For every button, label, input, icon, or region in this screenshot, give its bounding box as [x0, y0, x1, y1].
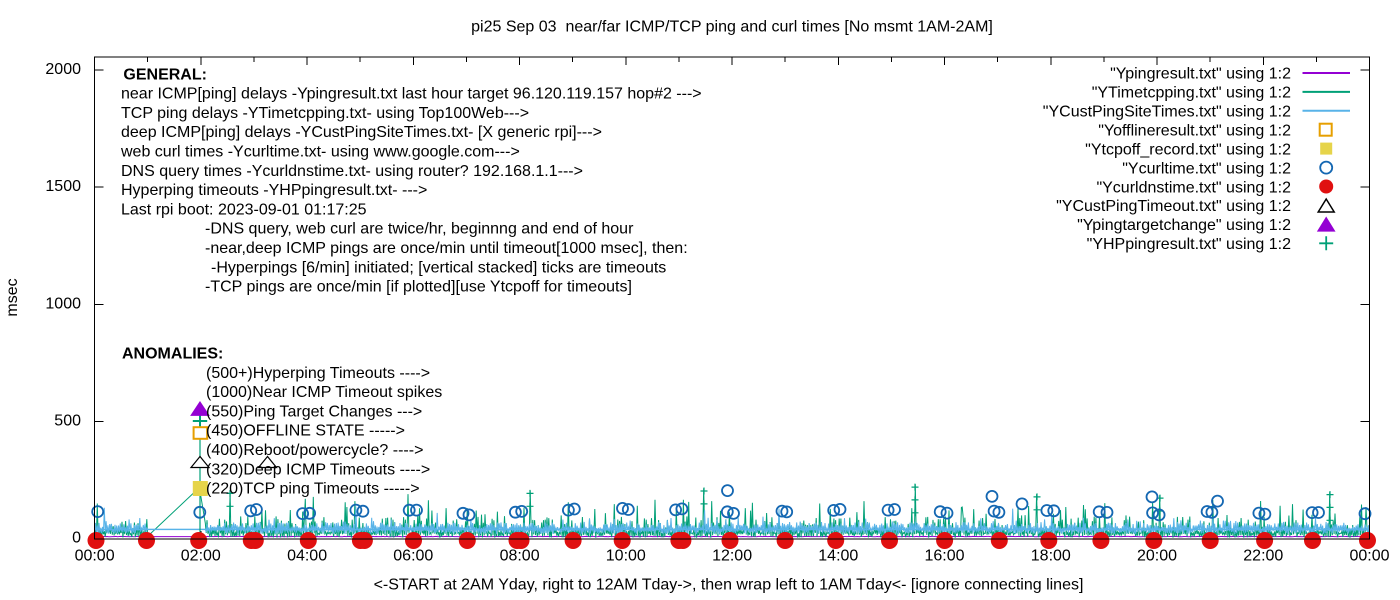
svg-text:500: 500 — [54, 413, 81, 430]
svg-text:"YCustPingSiteTimes.txt" using: "YCustPingSiteTimes.txt" using 1:2 — [1043, 104, 1291, 121]
svg-text:(400)Reboot/powercycle? ---->: (400)Reboot/powercycle? ----> — [206, 442, 423, 459]
svg-text:deep ICMP[ping] delays -YCustP: deep ICMP[ping] delays -YCustPingSiteTim… — [121, 124, 602, 141]
svg-text:14:00: 14:00 — [818, 548, 858, 565]
svg-text:Hyperping timeouts -YHPpingres: Hyperping timeouts -YHPpingresult.txt- -… — [121, 182, 427, 199]
svg-text:"Ytcpoff_record.txt" using 1:2: "Ytcpoff_record.txt" using 1:2 — [1085, 141, 1291, 158]
svg-text:1500: 1500 — [45, 178, 81, 195]
svg-text:10:00: 10:00 — [606, 548, 646, 565]
svg-text:web curl times -Ycurltime.txt-: web curl times -Ycurltime.txt- using www… — [120, 144, 520, 161]
svg-text:(450)OFFLINE STATE ----->: (450)OFFLINE STATE -----> — [206, 423, 405, 440]
svg-text:"YTimetcpping.txt" using 1:2: "YTimetcpping.txt" using 1:2 — [1092, 85, 1291, 102]
svg-text:00:00: 00:00 — [1349, 548, 1389, 565]
svg-text:"Ycurltime.txt" using 1:2: "Ycurltime.txt" using 1:2 — [1122, 160, 1291, 177]
svg-text:18:00: 18:00 — [1031, 548, 1071, 565]
svg-text:"YCustPingTimeout.txt" using 1: "YCustPingTimeout.txt" using 1:2 — [1056, 198, 1291, 215]
svg-text:(550)Ping Target Changes --->: (550)Ping Target Changes ---> — [206, 403, 422, 420]
svg-text:GENERAL:: GENERAL: — [123, 66, 207, 83]
svg-text:DNS query times -Ycurldnstime.: DNS query times -Ycurldnstime.txt- using… — [121, 163, 583, 180]
svg-text:-near,deep ICMP pings are once: -near,deep ICMP pings are once/min until… — [205, 240, 688, 257]
svg-text:"YHPpingresult.txt" using 1:2: "YHPpingresult.txt" using 1:2 — [1087, 236, 1291, 253]
svg-text:Last rpi boot: 2023-09-01 01:1: Last rpi boot: 2023-09-01 01:17:25 — [121, 201, 367, 218]
svg-text:-TCP pings are once/min [if pl: -TCP pings are once/min [if plotted][use… — [205, 279, 632, 296]
svg-text:0: 0 — [72, 530, 81, 547]
svg-text:(500+)Hyperping Timeouts ---->: (500+)Hyperping Timeouts ----> — [206, 365, 430, 382]
svg-text:06:00: 06:00 — [393, 548, 433, 565]
svg-text:12:00: 12:00 — [712, 548, 752, 565]
svg-text:(220)TCP ping Timeouts ----->: (220)TCP ping Timeouts -----> — [206, 481, 420, 498]
svg-text:22:00: 22:00 — [1243, 548, 1283, 565]
svg-text:02:00: 02:00 — [181, 548, 221, 565]
svg-text:near ICMP[ping] delays -Ypingr: near ICMP[ping] delays -Ypingresult.txt … — [121, 86, 702, 103]
svg-text:"Ycurldnstime.txt" using 1:2: "Ycurldnstime.txt" using 1:2 — [1096, 179, 1291, 196]
svg-text:TCP ping delays -YTimetcpping.: TCP ping delays -YTimetcpping.txt- using… — [121, 105, 529, 122]
svg-text:"Ypingtargetchange" using 1:2: "Ypingtargetchange" using 1:2 — [1077, 217, 1291, 234]
svg-text:00:00: 00:00 — [75, 548, 115, 565]
svg-text:2000: 2000 — [45, 61, 81, 78]
svg-text:msec: msec — [4, 278, 21, 316]
svg-text:(320)Deep ICMP Timeouts ---->: (320)Deep ICMP Timeouts ----> — [206, 461, 430, 478]
svg-text:16:00: 16:00 — [924, 548, 964, 565]
svg-text:08:00: 08:00 — [500, 548, 540, 565]
svg-text:04:00: 04:00 — [287, 548, 327, 565]
svg-text:-Hyperpings [6/min] initiated;: -Hyperpings [6/min] initiated; [vertical… — [211, 259, 666, 276]
svg-text:pi25 Sep 03 near/far ICMP/TCP: pi25 Sep 03 near/far ICMP/TCP ping and c… — [471, 19, 993, 36]
svg-text:"Ypingresult.txt" using 1:2: "Ypingresult.txt" using 1:2 — [1110, 66, 1291, 83]
svg-text:20:00: 20:00 — [1137, 548, 1177, 565]
svg-text:"Yofflineresult.txt" using 1:2: "Yofflineresult.txt" using 1:2 — [1098, 123, 1291, 140]
svg-text:-DNS query, web curl are twice: -DNS query, web curl are twice/hr, begin… — [205, 221, 634, 238]
svg-text:(1000)Near ICMP Timeout spikes: (1000)Near ICMP Timeout spikes — [206, 384, 442, 401]
svg-text:1000: 1000 — [45, 295, 81, 312]
svg-text:ANOMALIES:: ANOMALIES: — [122, 346, 223, 363]
svg-text:<-START at 2AM Yday, right to: <-START at 2AM Yday, right to 12AM Tday-… — [374, 577, 1084, 594]
